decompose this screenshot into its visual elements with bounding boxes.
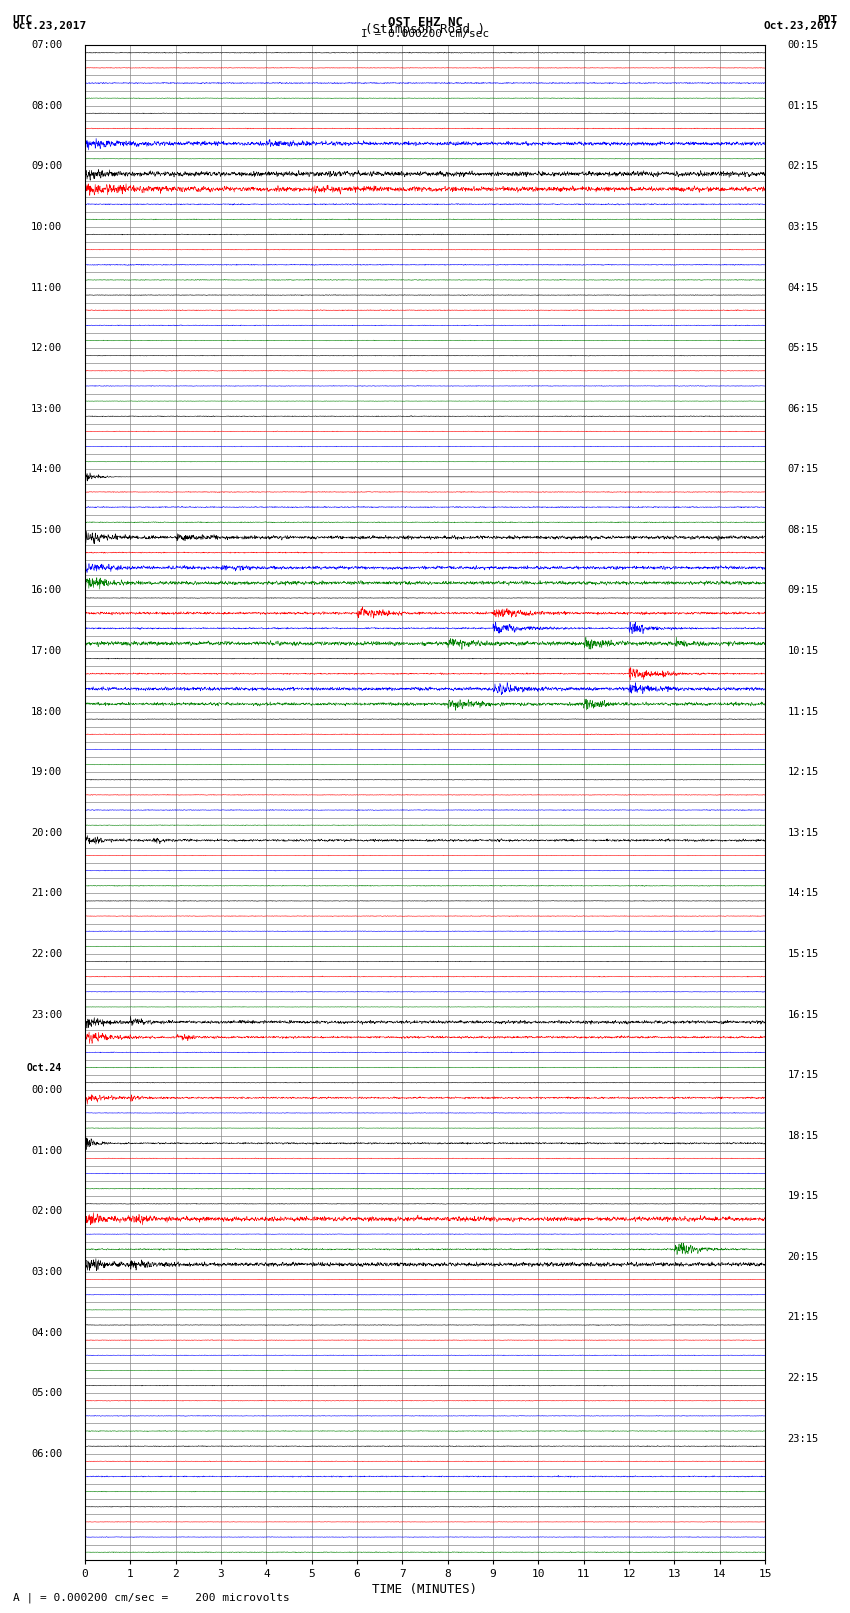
Text: 01:00: 01:00: [31, 1145, 62, 1157]
Text: 15:15: 15:15: [788, 948, 819, 958]
Text: 02:00: 02:00: [31, 1207, 62, 1216]
Text: 17:15: 17:15: [788, 1069, 819, 1081]
Text: 19:00: 19:00: [31, 768, 62, 777]
Text: 00:15: 00:15: [788, 40, 819, 50]
Text: 20:15: 20:15: [788, 1252, 819, 1261]
Text: (Stimpson Road ): (Stimpson Road ): [365, 23, 485, 35]
Text: A | = 0.000200 cm/sec =    200 microvolts: A | = 0.000200 cm/sec = 200 microvolts: [13, 1592, 290, 1603]
Text: 13:15: 13:15: [788, 827, 819, 837]
Text: 18:00: 18:00: [31, 706, 62, 716]
Text: 02:15: 02:15: [788, 161, 819, 171]
Text: 14:15: 14:15: [788, 889, 819, 898]
Text: 22:15: 22:15: [788, 1373, 819, 1382]
Text: OST EHZ NC: OST EHZ NC: [388, 16, 462, 29]
Text: 19:15: 19:15: [788, 1192, 819, 1202]
Text: 06:00: 06:00: [31, 1448, 62, 1458]
Text: 14:00: 14:00: [31, 465, 62, 474]
Text: 03:15: 03:15: [788, 223, 819, 232]
Text: 09:00: 09:00: [31, 161, 62, 171]
Text: 15:00: 15:00: [31, 524, 62, 536]
Text: Oct.23,2017: Oct.23,2017: [763, 21, 837, 31]
Text: 16:15: 16:15: [788, 1010, 819, 1019]
Text: 18:15: 18:15: [788, 1131, 819, 1140]
Text: 10:15: 10:15: [788, 647, 819, 656]
Text: PDT: PDT: [817, 15, 837, 24]
Text: UTC: UTC: [13, 15, 33, 24]
Text: 23:00: 23:00: [31, 1010, 62, 1019]
Text: 12:15: 12:15: [788, 768, 819, 777]
Text: 08:15: 08:15: [788, 524, 819, 536]
Text: 07:00: 07:00: [31, 40, 62, 50]
Text: 03:00: 03:00: [31, 1266, 62, 1277]
Text: 16:00: 16:00: [31, 586, 62, 595]
Text: 09:15: 09:15: [788, 586, 819, 595]
Text: 21:00: 21:00: [31, 889, 62, 898]
Text: 04:15: 04:15: [788, 282, 819, 292]
Text: 20:00: 20:00: [31, 827, 62, 837]
Text: 22:00: 22:00: [31, 948, 62, 958]
Text: 21:15: 21:15: [788, 1313, 819, 1323]
X-axis label: TIME (MINUTES): TIME (MINUTES): [372, 1582, 478, 1595]
Text: 01:15: 01:15: [788, 100, 819, 111]
Text: 23:15: 23:15: [788, 1434, 819, 1444]
Text: 10:00: 10:00: [31, 223, 62, 232]
Text: 13:00: 13:00: [31, 403, 62, 413]
Text: 06:15: 06:15: [788, 403, 819, 413]
Text: 05:15: 05:15: [788, 344, 819, 353]
Text: 00:00: 00:00: [31, 1086, 62, 1095]
Text: Oct.24: Oct.24: [27, 1063, 62, 1073]
Text: 07:15: 07:15: [788, 465, 819, 474]
Text: 08:00: 08:00: [31, 100, 62, 111]
Text: Oct.23,2017: Oct.23,2017: [13, 21, 87, 31]
Text: 17:00: 17:00: [31, 647, 62, 656]
Text: 12:00: 12:00: [31, 344, 62, 353]
Text: 11:15: 11:15: [788, 706, 819, 716]
Text: 04:00: 04:00: [31, 1327, 62, 1337]
Text: 05:00: 05:00: [31, 1389, 62, 1398]
Text: I = 0.000200 cm/sec: I = 0.000200 cm/sec: [361, 29, 489, 39]
Text: 11:00: 11:00: [31, 282, 62, 292]
